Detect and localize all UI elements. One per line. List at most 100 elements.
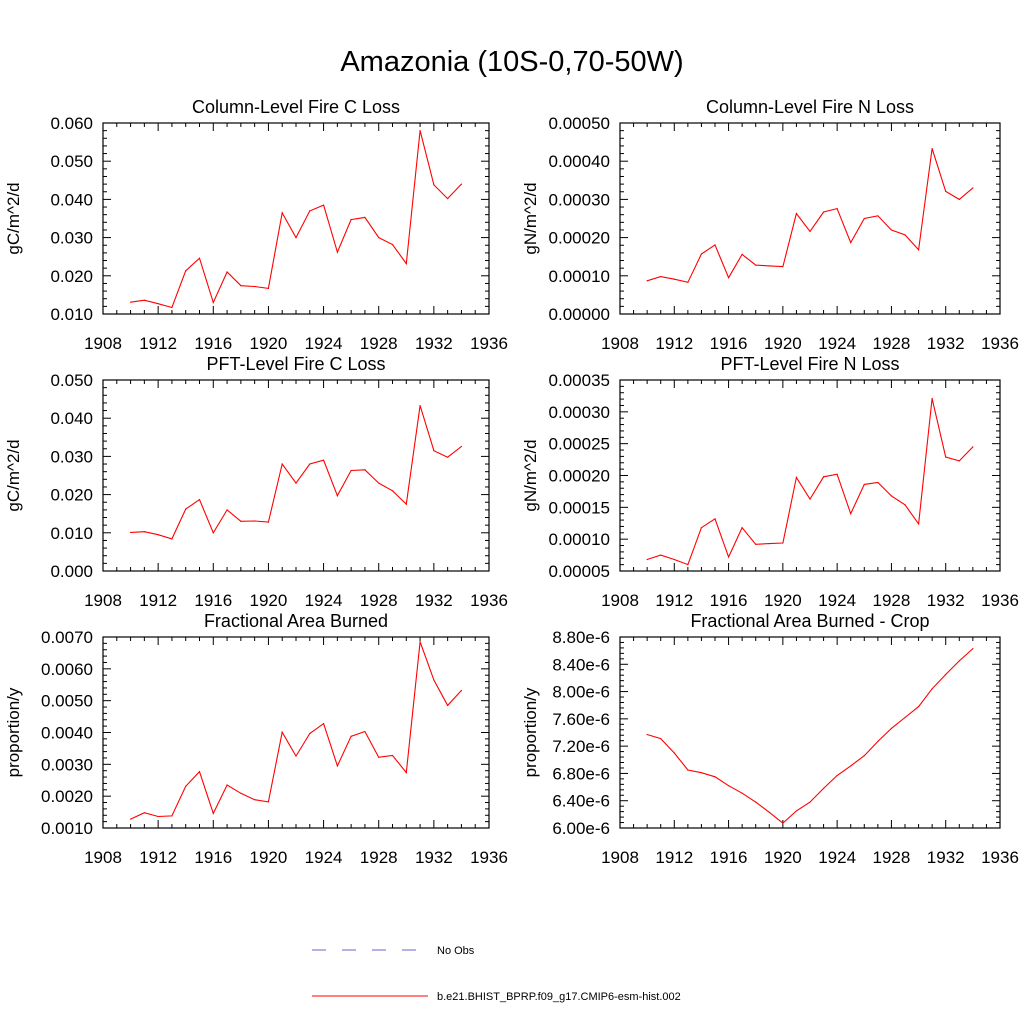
data-point [768,543,770,545]
x-tick-label: 1920 [250,848,288,867]
data-point [646,558,648,561]
data-point [391,243,394,246]
x-tick-label: 1936 [981,334,1019,353]
data-point [185,508,187,510]
data-point [660,738,662,740]
data-point [240,520,242,522]
panel-title: Fractional Area Burned [204,611,388,631]
data-point [822,476,825,478]
data-point [447,456,449,458]
plot-frame [619,122,1001,315]
x-tick-label: 1936 [470,848,508,867]
x-tick-label: 1928 [873,334,911,353]
y-tick-label: 0.00050 [549,114,610,133]
y-tick-label: 0.040 [50,190,93,209]
data-point [295,482,297,484]
x-tick-label: 1936 [470,334,508,353]
x-tick-label: 1916 [710,848,748,867]
x-tick-label: 1912 [655,334,693,353]
y-tick-label: 0.00020 [549,467,610,486]
data-point [972,446,974,448]
y-tick-label: 0.0010 [41,819,93,838]
y-tick-label: 0.00030 [549,190,610,209]
data-point [755,801,757,803]
x-tick-label: 1920 [764,591,802,610]
y-tick-label: 0.0030 [41,755,93,774]
data-point [157,815,159,818]
data-point [917,523,920,525]
data-point [700,772,703,774]
plot-frame [619,636,1001,829]
data-point [419,404,421,407]
y-tick-label: 0.00020 [549,229,610,248]
data-point [212,812,214,814]
panel-title: PFT-Level Fire C Loss [206,354,385,374]
x-tick-label: 1924 [818,848,856,867]
data-point [171,538,173,540]
data-point [143,299,145,301]
x-tick-label: 1908 [601,848,639,867]
y-tick-label: 0.0040 [41,724,93,743]
data-point [836,473,838,475]
data-point [890,229,893,231]
x-tick-label: 1928 [360,334,398,353]
x-tick-label: 1916 [194,591,232,610]
x-tick-label: 1916 [194,334,232,353]
y-tick-label: 0.00015 [549,498,610,517]
legend-label: No Obs [437,945,475,957]
data-point [364,730,366,733]
data-point [281,731,283,733]
data-point [405,772,407,774]
x-tick-label: 1920 [764,848,802,867]
data-point [727,556,730,558]
y-tick-label: 0.00010 [549,267,610,286]
data-point [240,285,242,287]
data-point [863,217,865,220]
y-axis-label: proportion/y [4,687,23,777]
y-axis-label: proportion/y [521,687,540,777]
data-point [768,265,770,267]
x-tick-label: 1932 [927,591,965,610]
x-tick-label: 1924 [305,334,343,353]
data-point [822,787,825,790]
x-tick-label: 1928 [873,848,911,867]
x-tick-label: 1920 [764,334,802,353]
data-point [254,285,256,288]
x-tick-label: 1912 [139,591,177,610]
y-tick-label: 0.000 [50,562,93,581]
y-tick-label: 0.050 [50,152,93,171]
data-point [350,469,352,472]
data-point [958,198,960,200]
data-point [185,270,187,272]
y-tick-label: 0.00025 [549,435,610,454]
data-point [267,287,270,290]
data-point [309,463,311,465]
data-point [281,463,283,465]
data-point [782,542,784,544]
data-point [877,481,879,484]
plot-frame [102,379,490,572]
data-point [185,785,187,787]
y-tick-label: 0.020 [50,267,93,286]
data-point [741,527,743,529]
data-point [877,215,879,217]
x-tick-label: 1932 [415,334,453,353]
data-point [700,527,703,529]
data-point [378,482,380,484]
data-point [226,784,228,786]
x-tick-label: 1916 [710,334,748,353]
data-point [198,498,201,501]
plot-frame [619,379,1001,572]
legend-item: b.e21.BHIST_BPRP.f09_g17.CMIP6-esm-hist.… [312,991,681,1003]
panel-title: Column-Level Fire C Loss [192,97,400,117]
data-point [660,554,662,556]
data-point [419,641,421,643]
data-point [755,264,757,266]
x-tick-label: 1932 [415,848,453,867]
data-point [129,531,132,534]
data-point [309,732,311,735]
x-tick-label: 1912 [139,334,177,353]
data-point [254,799,256,801]
data-point [836,207,838,210]
x-tick-label: 1928 [360,591,398,610]
